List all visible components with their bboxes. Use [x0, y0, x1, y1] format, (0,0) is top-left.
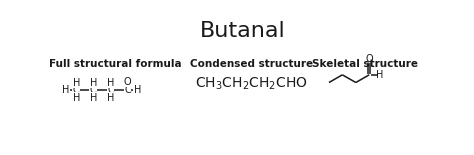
Text: CH$_3$CH$_2$CH$_2$CHO: CH$_3$CH$_2$CH$_2$CHO: [195, 76, 308, 92]
Text: H: H: [90, 93, 97, 103]
Text: O: O: [365, 54, 373, 64]
Text: Condensed structure: Condensed structure: [190, 59, 313, 69]
Text: H: H: [73, 78, 80, 88]
Text: C: C: [107, 85, 114, 95]
Text: Skeletal structure: Skeletal structure: [312, 59, 419, 69]
Text: H: H: [107, 93, 114, 103]
Text: H: H: [375, 70, 383, 80]
Text: C: C: [73, 85, 80, 95]
Text: H: H: [134, 85, 141, 95]
Text: Butanal: Butanal: [200, 21, 286, 41]
Text: H: H: [73, 93, 80, 103]
Text: H: H: [90, 78, 97, 88]
Text: H: H: [107, 78, 114, 88]
Text: Full structural formula: Full structural formula: [49, 59, 182, 69]
Text: C: C: [124, 85, 131, 95]
Text: O: O: [124, 77, 131, 87]
Text: C: C: [90, 85, 97, 95]
Text: H: H: [62, 85, 69, 95]
